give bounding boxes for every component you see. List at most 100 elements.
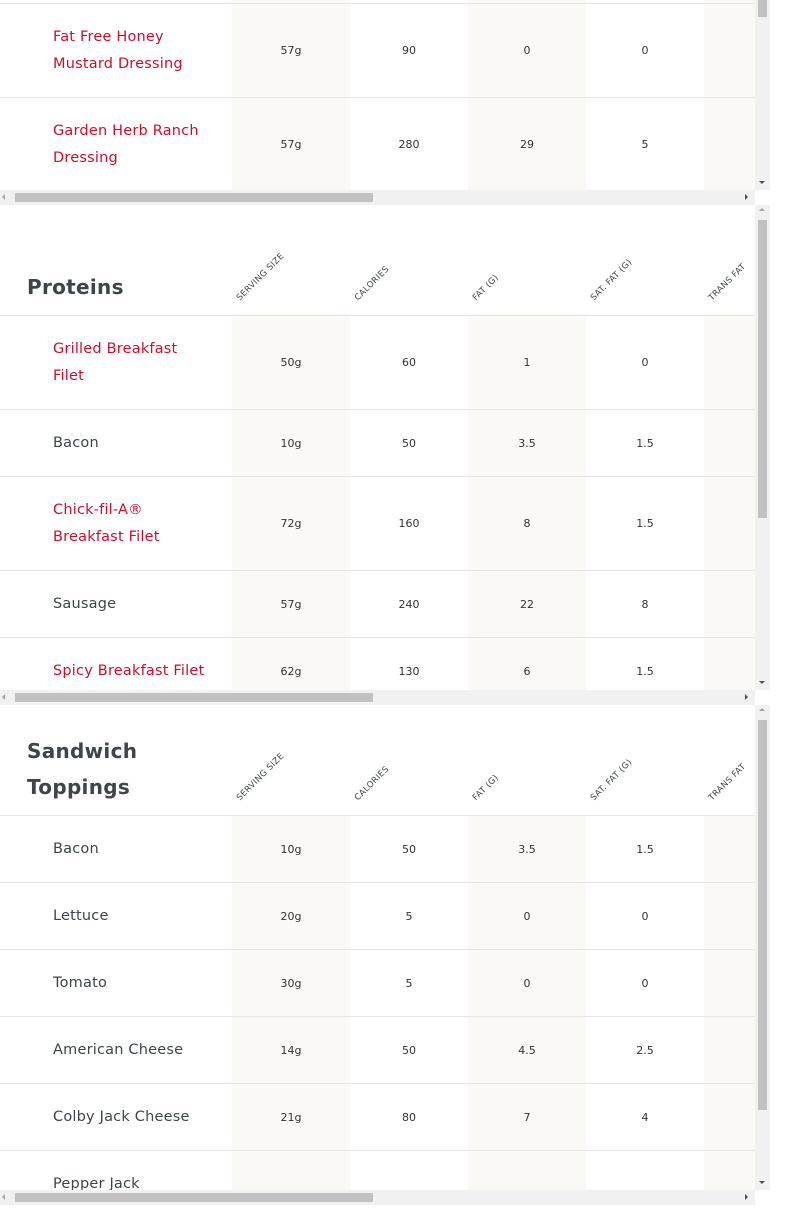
column-shade <box>704 315 755 690</box>
nutrition-value: 30g <box>280 976 302 990</box>
table-panel: Sandwich Toppings SERVING SIZE CALORIES FAT… <box>0 705 755 1190</box>
table-row: Colby Jack Cheese 21g 80 7 4 <box>0 1083 755 1150</box>
scroll-down[interactable] <box>759 681 765 684</box>
item-link[interactable]: Fat Free Honey Mustard Dressing <box>53 29 183 72</box>
item-name: Bacon <box>53 841 99 857</box>
table-row: American Cheese 14g 50 4.5 2.5 <box>0 1016 755 1083</box>
nutrition-value: 50 <box>402 436 416 450</box>
table-row: Bacon 10g 50 3.5 1.5 <box>0 409 755 476</box>
nutrition-value: 1.5 <box>636 517 654 530</box>
nutrition-value: 4.5 <box>518 1043 536 1057</box>
column-shade <box>704 815 755 1190</box>
table-row: Garden Herb Ranch Dressing 57g 280 29 5 <box>0 97 755 190</box>
nutrition-value: 80 <box>402 1110 416 1124</box>
nutrition-value: 72g <box>280 517 302 530</box>
horizontal-scrollbar[interactable] <box>0 190 755 205</box>
column-header: TRANS FAT <box>706 761 749 803</box>
scroll-right[interactable] <box>745 194 748 200</box>
nutrition-value: 0 <box>523 909 531 923</box>
column-shade <box>232 0 350 190</box>
nutrition-value: 7 <box>523 1110 531 1124</box>
item-name: Lettuce <box>53 908 109 924</box>
scroll-left[interactable] <box>2 694 5 700</box>
column-header: SERVING SIZE <box>234 751 287 803</box>
table-row: Chick-fil-A® Breakfast Filet 72g 160 8 1.5 <box>0 476 755 570</box>
column-header: TRANS FAT <box>706 261 749 303</box>
table-row: Pepper Jack <box>0 1150 755 1190</box>
column-shade <box>232 815 350 1190</box>
vertical-scrollbar[interactable] <box>755 205 770 690</box>
scroll-thumb[interactable] <box>15 1193 373 1202</box>
nutrition-value: 130 <box>398 664 420 678</box>
scroll-down[interactable] <box>759 1181 765 1184</box>
scroll-thumb[interactable] <box>15 193 373 202</box>
table-header: Sandwich Toppings SERVING SIZE CALORIES FAT… <box>0 705 755 815</box>
nutrition-value: 57g <box>280 138 302 151</box>
nutrition-value: 8 <box>523 517 531 530</box>
item-link[interactable]: Grilled Breakfast Filet <box>53 341 178 384</box>
column-header: SAT. FAT (G) <box>588 257 635 303</box>
item-link[interactable]: Garden Herb Ranch Dressing <box>53 123 199 166</box>
scroll-down[interactable] <box>759 181 765 184</box>
nutrition-value: 160 <box>398 517 420 530</box>
table-rows: Bacon 10g 50 3.5 1.5 Lettuce 20g 5 0 0 Tomato 30g 5 0… <box>0 815 755 1190</box>
table-panel: Proteins SERVING SIZE CALORIES FAT (G) SAT. … <box>0 205 755 690</box>
scroll-right[interactable] <box>745 1194 748 1200</box>
table-row: Tomato 30g 5 0 0 <box>0 949 755 1016</box>
column-header: FAT (G) <box>470 772 501 803</box>
scroll-thumb[interactable] <box>758 220 767 518</box>
table-rows: Fat Free Honey Mustard Dressing 57g 90 0 0 Ga… <box>0 3 755 190</box>
item-name: Sausage <box>53 596 117 612</box>
nutrition-value: 5 <box>641 138 649 151</box>
section-title: Proteins <box>27 275 124 299</box>
nutrition-value: 50 <box>402 842 416 856</box>
column-shade <box>468 315 586 690</box>
nutrition-value: 1.5 <box>636 842 654 856</box>
scroll-thumb[interactable] <box>758 720 767 1110</box>
table-row: Lettuce 20g 5 0 0 <box>0 882 755 949</box>
table-panel: Fat Free Honey Mustard Dressing 57g 90 0 0 Ga… <box>0 0 755 190</box>
nutrition-value: 14g <box>280 1043 302 1057</box>
column-shade <box>704 0 755 190</box>
vertical-scrollbar[interactable] <box>755 0 770 190</box>
column-header: SAT. FAT (G) <box>588 757 635 803</box>
vertical-scrollbar[interactable] <box>755 705 770 1190</box>
column-shade <box>232 315 350 690</box>
scroll-thumb[interactable] <box>758 0 767 17</box>
item-name: Tomato <box>53 975 108 991</box>
nutrition-value: 1.5 <box>636 664 654 678</box>
scroll-left[interactable] <box>2 1194 5 1200</box>
nutrition-value: 10g <box>280 436 302 450</box>
nutrition-value: 5 <box>405 976 413 990</box>
column-shade <box>468 0 586 190</box>
nutrition-value: 240 <box>398 597 420 611</box>
nutrition-value: 0 <box>641 356 649 369</box>
scroll-right[interactable] <box>745 694 748 700</box>
nutrition-value: 10g <box>280 842 302 856</box>
table-row: Fat Free Honey Mustard Dressing 57g 90 0 0 <box>0 3 755 97</box>
item-name: Colby Jack Cheese <box>53 1109 190 1125</box>
section-title: Sandwich Toppings <box>27 739 138 799</box>
nutrition-value: 20g <box>280 909 302 923</box>
horizontal-scrollbar[interactable] <box>0 1190 755 1205</box>
scroll-up[interactable] <box>759 208 765 211</box>
scroll-left[interactable] <box>2 194 5 200</box>
column-header: FAT (G) <box>470 272 501 303</box>
item-link[interactable]: Spicy Breakfast Filet <box>53 663 205 679</box>
nutrition-value: 90 <box>402 44 416 57</box>
scroll-up[interactable] <box>759 708 765 711</box>
scroll-thumb[interactable] <box>15 693 373 702</box>
nutrition-value: 0 <box>523 976 531 990</box>
table-row: Spicy Breakfast Filet 62g 130 6 1.5 <box>0 637 755 690</box>
nutrition-value: 22 <box>520 597 534 611</box>
column-shade <box>468 815 586 1190</box>
nutrition-value: 5 <box>405 909 413 923</box>
nutrition-value: 57g <box>280 597 302 611</box>
nutrition-value: 3.5 <box>518 842 536 856</box>
nutrition-value: 2.5 <box>636 1043 654 1057</box>
item-link[interactable]: Chick-fil-A® Breakfast Filet <box>53 502 160 545</box>
nutrition-value: 0 <box>523 44 531 57</box>
nutrition-value: 0 <box>641 909 649 923</box>
nutrition-value: 60 <box>402 356 416 369</box>
horizontal-scrollbar[interactable] <box>0 690 755 705</box>
